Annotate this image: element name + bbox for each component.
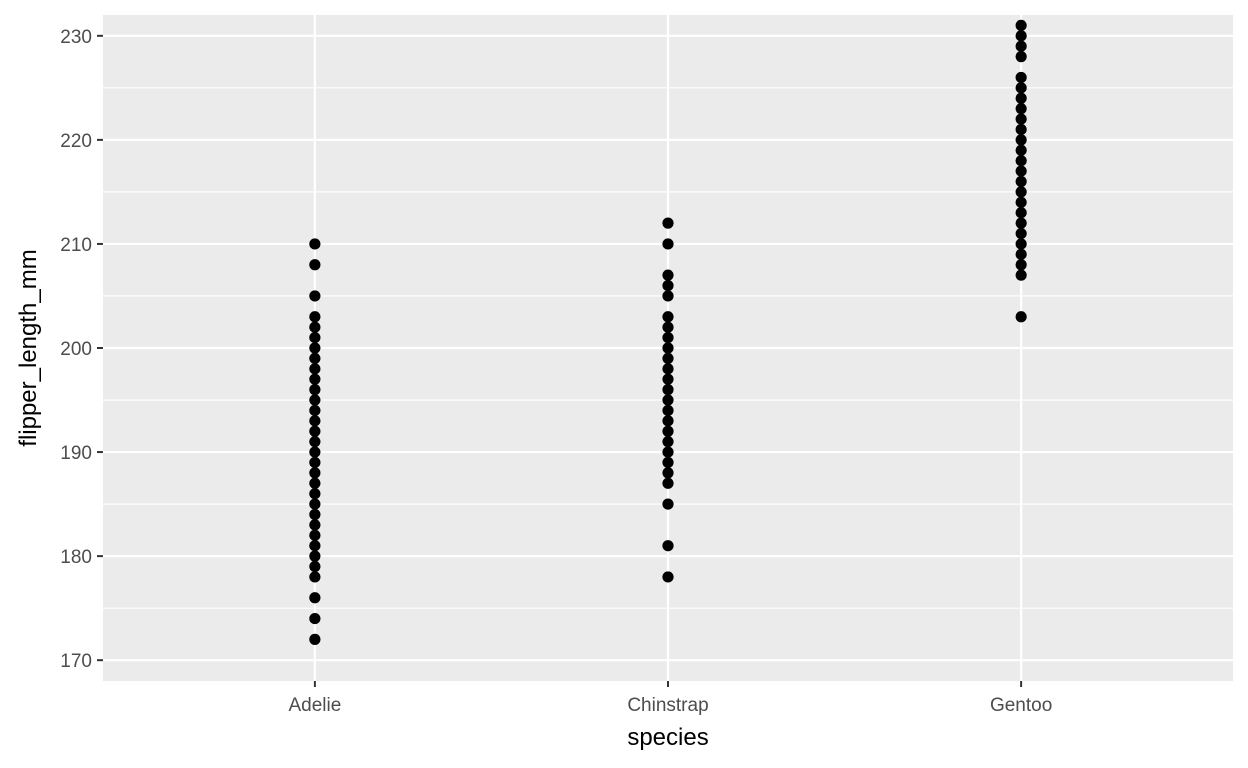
data-point — [309, 592, 321, 604]
data-point — [1015, 155, 1027, 167]
data-point — [1015, 113, 1027, 125]
data-point — [309, 394, 321, 406]
data-point — [662, 477, 674, 489]
data-point — [309, 446, 321, 458]
data-point — [662, 415, 674, 427]
data-point — [1015, 92, 1027, 104]
data-point — [662, 321, 674, 333]
data-point — [1015, 19, 1027, 32]
data-point — [1015, 207, 1027, 219]
data-point — [1015, 227, 1027, 240]
y-tick-label: 190 — [60, 443, 92, 464]
data-point — [662, 540, 674, 552]
data-point — [309, 342, 321, 354]
data-point — [662, 404, 674, 417]
data-point — [309, 456, 321, 469]
data-point — [662, 446, 674, 458]
data-point — [309, 498, 321, 510]
data-point — [1015, 82, 1027, 94]
data-point — [662, 290, 674, 302]
data-point — [309, 508, 321, 521]
data-point — [1015, 123, 1027, 136]
data-point — [1015, 165, 1027, 177]
data-point — [309, 436, 321, 448]
data-point — [309, 519, 321, 531]
data-point — [662, 342, 674, 354]
data-point — [1015, 103, 1027, 115]
data-point — [309, 363, 321, 375]
data-point — [309, 259, 321, 271]
data-point — [662, 363, 674, 375]
data-point — [1015, 259, 1027, 271]
data-point — [662, 373, 674, 385]
data-point — [309, 352, 321, 365]
data-point — [309, 571, 321, 583]
data-point — [309, 540, 321, 552]
data-points — [309, 19, 1027, 645]
data-point — [662, 456, 674, 469]
data-point — [662, 498, 674, 510]
data-point — [309, 321, 321, 333]
data-point — [662, 425, 674, 437]
data-point — [309, 529, 321, 541]
data-point — [309, 290, 321, 302]
data-point — [309, 477, 321, 489]
data-point — [1015, 175, 1027, 188]
data-point — [662, 352, 674, 365]
data-point — [1015, 196, 1027, 208]
data-point — [662, 467, 674, 479]
data-point — [309, 425, 321, 437]
y-tick-label: 180 — [60, 547, 92, 568]
data-point — [309, 373, 321, 385]
data-point — [309, 331, 321, 344]
data-point — [662, 217, 674, 229]
data-point — [309, 415, 321, 427]
y-tick-label: 220 — [60, 131, 92, 152]
x-tick-label: Adelie — [288, 695, 341, 716]
data-point — [1015, 186, 1027, 198]
x-tick-label: Gentoo — [990, 695, 1052, 716]
data-point — [1015, 71, 1027, 84]
data-point — [1015, 311, 1027, 323]
x-tick-label: Chinstrap — [627, 695, 708, 716]
y-axis-title: flipper_length_mm — [15, 249, 42, 446]
data-point — [1015, 248, 1027, 260]
y-tick-label: 170 — [60, 651, 92, 672]
data-point — [1015, 30, 1027, 42]
data-point — [309, 633, 321, 645]
data-point — [662, 269, 674, 281]
data-point — [1015, 51, 1027, 63]
y-tick-label: 210 — [60, 235, 92, 256]
data-point — [662, 571, 674, 583]
data-point — [662, 279, 674, 292]
axes: 170 180 190 200 210 220 230 Adelie Chinstrap Gent… — [60, 27, 1052, 716]
data-point — [1015, 144, 1027, 156]
data-point — [1015, 134, 1027, 146]
data-point — [1015, 269, 1027, 281]
data-point — [1015, 217, 1027, 229]
data-point — [309, 560, 321, 573]
data-point — [309, 612, 321, 625]
data-point — [309, 404, 321, 417]
data-point — [662, 238, 674, 250]
data-point — [309, 311, 321, 323]
data-point — [309, 238, 321, 250]
x-axis-title: species — [627, 724, 708, 751]
data-point — [662, 394, 674, 406]
data-point — [1015, 40, 1027, 52]
data-point — [662, 436, 674, 448]
data-point — [309, 467, 321, 479]
data-point — [662, 384, 674, 396]
data-point — [309, 384, 321, 396]
data-point — [309, 550, 321, 562]
y-tick-label: 200 — [60, 339, 92, 360]
data-point — [662, 311, 674, 323]
y-tick-label: 230 — [60, 27, 92, 48]
data-point — [662, 331, 674, 344]
data-point — [1015, 238, 1027, 250]
data-point — [309, 488, 321, 500]
